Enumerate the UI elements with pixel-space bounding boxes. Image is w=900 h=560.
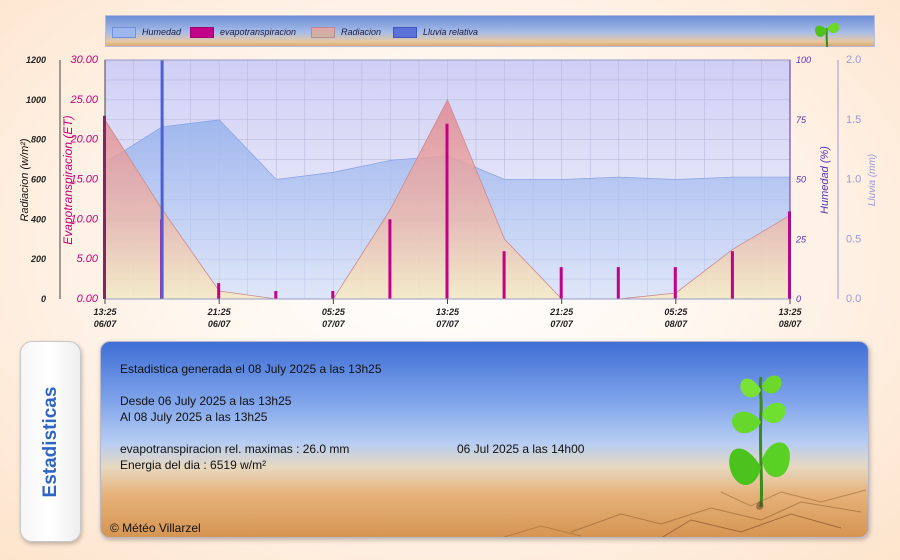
time-tick-label: 21:25 — [549, 307, 574, 317]
seedling-icon — [814, 22, 840, 48]
legend-label-evapotranspiracion: evapotranspiracion — [220, 27, 297, 37]
time-tick-label: 13:25 — [778, 307, 802, 317]
humidity-tick-label: 50 — [796, 175, 806, 185]
stats-from: Desde 06 July 2025 a las 13h25 — [120, 394, 292, 408]
stats-energy: Energia del dia : 6519 w/m² — [120, 458, 267, 472]
et-bar — [445, 123, 449, 299]
radiation-tick-label: 200 — [30, 254, 46, 264]
time-tick-label: 13:25 — [436, 307, 460, 317]
legend-swatch-humedad — [112, 26, 136, 38]
et-bar — [388, 219, 392, 299]
stats-tab-label: Estadisticas — [39, 386, 61, 497]
radiation-tick-label: 800 — [31, 135, 46, 145]
time-tick-label: 05:25 — [322, 307, 346, 317]
plant-icon — [729, 375, 790, 510]
et-tick-label: 20.00 — [69, 134, 98, 146]
et-bar — [616, 267, 620, 299]
et-bar — [274, 291, 278, 299]
legend-label-radiacion: Radiacion — [341, 27, 382, 37]
rain-axis-title: Lluvia (mm) — [867, 154, 878, 206]
legend-label-humedad: Humedad — [142, 27, 182, 37]
stats-et-max: evapotranspiracion rel. maximas : 26.0 m… — [120, 442, 350, 456]
rain-tick-label: 0.5 — [846, 233, 861, 245]
et-bar — [217, 283, 221, 299]
date-tick-label: 08/07 — [779, 319, 803, 329]
humidity-tick-label: 100 — [796, 55, 811, 65]
radiation-tick-label: 600 — [31, 175, 46, 185]
radiation-tick-label: 1200 — [26, 55, 46, 65]
et-bar — [559, 267, 563, 299]
date-tick-label: 06/07 — [208, 319, 232, 329]
date-tick-label: 07/07 — [322, 319, 346, 329]
time-tick-label: 05:25 — [664, 307, 688, 317]
radiation-axis-title: Radiacion (w/m²) — [19, 138, 31, 221]
et-tick-label: 5.00 — [77, 253, 99, 265]
legend-item-lluvia: Lluvia relativa — [393, 25, 478, 39]
humidity-tick-label: 0 — [796, 294, 801, 304]
desert-background — [502, 375, 867, 537]
time-tick-label: 13:25 — [93, 307, 117, 317]
humidity-axis-title: Humedad (%) — [819, 146, 831, 214]
stats-generated: Estadistica generada el 08 July 2025 a l… — [120, 362, 382, 376]
series-lluvia-bars — [160, 60, 164, 299]
rain-bar — [160, 60, 164, 299]
radiation-tick-label: 400 — [30, 214, 46, 224]
legend-swatch-radiacion — [311, 26, 335, 38]
date-tick-label: 07/07 — [436, 319, 460, 329]
et-bar — [502, 251, 506, 299]
date-tick-label: 06/07 — [94, 319, 118, 329]
et-tick-label: 30.00 — [70, 54, 98, 66]
et-bar — [673, 267, 677, 299]
et-tick-label: 15.00 — [70, 174, 98, 186]
stats-tab[interactable]: Estadisticas — [20, 341, 81, 542]
et-axis-title: Evapotranspiracion (ET) — [61, 115, 75, 244]
legend-item-radiacion: Radiacion — [311, 25, 381, 39]
copyright: © Météo Villarzel — [110, 521, 201, 535]
et-tick-label: 0.00 — [77, 293, 99, 305]
date-tick-label: 08/07 — [665, 319, 689, 329]
et-bar — [331, 291, 335, 299]
legend-label-lluvia: Lluvia relativa — [423, 27, 479, 37]
rain-tick-label: 1.0 — [846, 174, 861, 186]
legend-swatch-lluvia — [393, 26, 417, 38]
rain-tick-label: 0.0 — [846, 293, 861, 305]
stats-to: Al 08 July 2025 a las 13h25 — [120, 410, 268, 424]
rain-tick-label: 2.0 — [846, 54, 861, 66]
chart-legend: Humedad evapotranspiracion Radiacion Llu… — [105, 15, 875, 48]
radiation-tick-label: 1000 — [26, 95, 46, 105]
humidity-tick-label: 75 — [796, 115, 807, 125]
legend-item-humedad: Humedad — [112, 25, 181, 39]
humidity-tick-label: 25 — [795, 234, 807, 244]
stats-panel: Estadistica generada el 08 July 2025 a l… — [100, 341, 869, 538]
rain-tick-label: 1.5 — [846, 114, 861, 126]
et-tick-label: 10.00 — [70, 213, 98, 225]
et-tick-label: 25.00 — [69, 94, 98, 106]
legend-item-evapotranspiracion: evapotranspiracion — [190, 25, 296, 39]
radiation-tick-label: 0 — [41, 294, 46, 304]
legend-swatch-evapotranspiracion — [190, 26, 214, 38]
et-bar — [730, 251, 734, 299]
date-tick-label: 07/07 — [550, 319, 574, 329]
time-tick-label: 21:25 — [207, 307, 232, 317]
stats-et-max-time: 06 Jul 2025 a las 14h00 — [457, 442, 585, 456]
